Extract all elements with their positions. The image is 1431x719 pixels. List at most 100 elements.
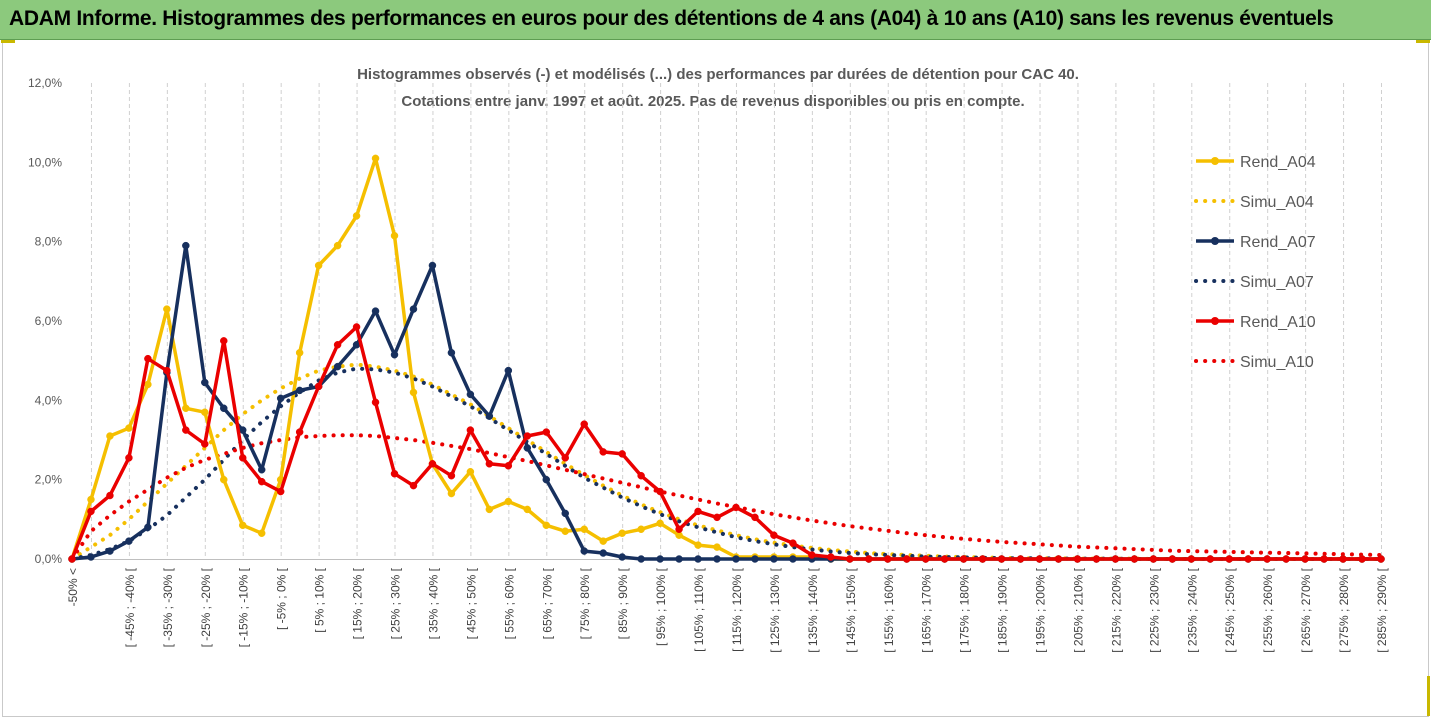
x-tick-label: [ 55% ; 60% [ — [502, 567, 516, 639]
data-point — [732, 555, 740, 563]
x-tick-label: [ 125% ; 130% [ — [768, 567, 782, 652]
data-point — [618, 553, 626, 561]
x-tick-label: [ 195% ; 200% [ — [1034, 567, 1048, 652]
data-point — [523, 444, 532, 452]
data-point — [1320, 555, 1328, 563]
data-point — [902, 555, 911, 563]
x-tick-label: [ 115% ; 120% [ — [730, 567, 744, 651]
data-point — [1149, 555, 1158, 563]
data-point — [428, 460, 437, 468]
x-tick-label: [ -35% ; -30% [ — [161, 567, 175, 647]
data-point — [770, 531, 778, 539]
x-tick-label: [ -15% ; -10% [ — [237, 567, 251, 647]
data-point — [978, 555, 987, 563]
data-point — [106, 432, 114, 440]
data-point — [428, 261, 437, 270]
legend: Rend_A04 Simu_A04 Rend_A07 Simu_A07 Rend_A10… — [1194, 154, 1316, 371]
series-rend-a10 — [68, 323, 1385, 563]
data-point — [144, 380, 152, 389]
x-tick-label: [ 35% ; 40% [ — [426, 567, 440, 639]
x-tick-label: [ 105% ; 110% [ — [692, 567, 706, 651]
data-point — [220, 337, 228, 345]
data-point — [295, 386, 304, 395]
data-point — [713, 555, 721, 563]
data-point — [542, 521, 551, 530]
data-point — [865, 555, 873, 563]
x-tick-label: [ 145% ; 150% [ — [844, 567, 858, 652]
x-tick-label: [ 95% ; 100% [ — [654, 567, 668, 646]
data-point — [789, 539, 797, 547]
x-tick-label: [ 15% ; 20% [ — [351, 567, 365, 639]
data-point — [352, 323, 361, 331]
x-tick-label: [ -5% ; 0% [ — [275, 567, 289, 630]
data-point — [125, 537, 133, 545]
series-layer — [68, 154, 1385, 563]
y-tick-label: 4,0% — [35, 393, 63, 407]
data-point — [1282, 555, 1290, 563]
data-point — [694, 541, 702, 549]
data-point — [884, 555, 892, 563]
data-point — [561, 527, 569, 535]
data-point — [238, 454, 247, 462]
x-tick-label: [ 215% ; 220% [ — [1109, 567, 1123, 652]
legend-item-rend-a07: Rend_A07 — [1196, 234, 1316, 251]
data-point — [371, 154, 380, 163]
data-point — [542, 475, 551, 484]
series-line — [70, 433, 1383, 561]
data-point — [713, 513, 721, 522]
data-point — [238, 521, 247, 530]
data-point — [523, 432, 532, 440]
data-point — [523, 505, 532, 514]
data-point — [561, 454, 569, 462]
legend-label: Simu_A10 — [1240, 354, 1314, 371]
corner-mark-top-left — [1, 40, 15, 43]
x-tick-label: [ -25% ; -20% [ — [199, 567, 213, 647]
data-point — [1073, 555, 1082, 563]
data-point — [1377, 555, 1385, 563]
data-point — [959, 555, 968, 563]
data-point — [87, 495, 95, 504]
data-point — [371, 307, 380, 315]
data-point — [125, 424, 133, 432]
data-point — [1054, 555, 1063, 563]
data-point — [1244, 555, 1252, 563]
data-point — [504, 366, 513, 375]
legend-item-rend-a10: Rend_A10 — [1196, 314, 1316, 331]
data-point — [732, 503, 740, 512]
data-point — [694, 555, 702, 563]
x-tick-label: [ 255% ; 260% [ — [1261, 567, 1275, 652]
x-tick-label: [ 155% ; 160% [ — [882, 567, 896, 652]
data-point — [1225, 555, 1233, 563]
chart-subtitle: Cotations entre janv. 1997 et août. 2025… — [401, 93, 1024, 110]
x-tick-label: [ 185% ; 190% [ — [996, 567, 1010, 652]
data-point — [466, 426, 475, 434]
data-point — [770, 555, 778, 563]
data-point — [504, 497, 513, 506]
data-point — [314, 261, 323, 270]
data-point — [466, 467, 475, 476]
y-tick-label: 0,0% — [35, 552, 63, 566]
data-point — [201, 408, 209, 416]
y-tick-label: 6,0% — [35, 314, 63, 328]
data-point — [827, 553, 835, 561]
data-point — [580, 525, 588, 533]
data-point — [257, 477, 266, 486]
data-point — [1168, 555, 1177, 563]
data-point — [542, 428, 551, 436]
data-point — [333, 362, 342, 371]
data-point — [87, 507, 95, 516]
data-point — [656, 555, 664, 563]
data-point — [447, 489, 456, 498]
data-point — [390, 231, 399, 240]
series-rend-a07 — [68, 241, 1385, 563]
x-tick-label: [ 45% ; 50% [ — [464, 567, 478, 639]
x-tick-label: [ 5% ; 10% [ — [313, 567, 327, 632]
y-axis: 0,0% 2,0% 4,0% 6,0% 8,0% 10,0% 12,0% — [28, 76, 62, 566]
series-simu-a10 — [70, 433, 1383, 561]
data-point — [106, 491, 114, 500]
data-point — [637, 555, 645, 563]
data-point — [144, 354, 152, 363]
y-tick-label: 8,0% — [35, 235, 63, 249]
series-rend-a04 — [68, 154, 1385, 563]
data-point — [921, 555, 930, 563]
